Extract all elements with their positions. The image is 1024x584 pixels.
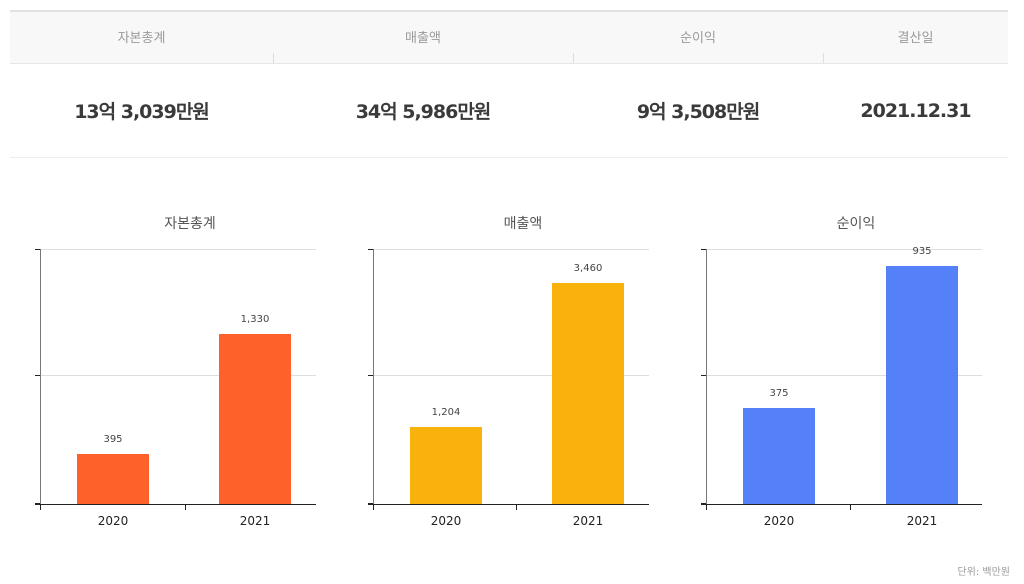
y-tick: [35, 249, 40, 250]
bar-2020[interactable]: [410, 427, 482, 504]
y-tick: [368, 503, 373, 504]
gridline-top: [40, 249, 316, 250]
bar-value-label: 1,204: [431, 407, 461, 418]
bar-value-label: 395: [103, 434, 123, 445]
y-axis: [706, 249, 707, 504]
y-axis: [40, 249, 41, 504]
x-tick: [373, 505, 374, 510]
value-capital: 13억 3,039만원: [74, 101, 210, 123]
chart-title: 순이익: [836, 216, 876, 232]
gridline-mid: [40, 375, 316, 376]
bar-2020[interactable]: [77, 454, 149, 504]
x-label-2020: 2020: [97, 514, 129, 528]
chart-title: 매출액: [503, 216, 543, 232]
y-tick: [701, 503, 706, 504]
bar-value-label: 375: [769, 388, 789, 399]
bar-2020[interactable]: [743, 408, 815, 504]
x-axis: [35, 504, 316, 505]
x-axis: [701, 504, 982, 505]
header-revenue: 매출액: [273, 12, 573, 63]
summary-header-row: 자본총계 매출액 순이익 결산일: [10, 12, 1008, 64]
y-axis: [373, 249, 374, 504]
header-net-income: 순이익: [573, 12, 823, 63]
chart-plot-area: 395 1,330 2020 2021: [35, 249, 316, 528]
y-tick: [368, 249, 373, 250]
capital-bar-chart: 자본총계 395 1,330 2020 2021: [35, 205, 340, 535]
y-tick: [701, 249, 706, 250]
gridline-top: [373, 249, 649, 250]
bar-value-label: 935: [912, 246, 932, 257]
bar-value-label: 1,330: [240, 314, 270, 325]
unit-label: 단위: 백만원: [957, 567, 1010, 578]
summary-value-row: 13억 3,039만원 34억 5,986만원 9억 3,508만원 2021.…: [10, 64, 1008, 158]
value-net-income: 9억 3,508만원: [636, 101, 760, 123]
x-tick: [706, 505, 707, 510]
x-label-2021: 2021: [572, 514, 604, 528]
chart-plot-area: 375 935 2020 2021: [701, 246, 982, 528]
bar-2021[interactable]: [219, 334, 291, 504]
x-tick: [516, 505, 517, 510]
x-label-2021: 2021: [906, 514, 938, 528]
financial-summary-table: 자본총계 매출액 순이익 결산일 13억 3,039만원 34억 5,986만원…: [10, 10, 1008, 158]
gridline-mid: [373, 375, 649, 376]
x-tick: [185, 505, 186, 510]
gridline-top: [706, 249, 982, 250]
header-settlement-date: 결산일: [823, 12, 1008, 63]
net-income-bar-chart: 순이익 375 935 2020 2021: [701, 205, 1006, 535]
x-label-2021: 2021: [239, 514, 271, 528]
bar-2021[interactable]: [886, 266, 958, 504]
x-label-2020: 2020: [763, 514, 795, 528]
revenue-bar-chart: 매출액 1,204 3,460 2020 2021: [368, 205, 673, 535]
chart-plot-area: 1,204 3,460 2020 2021: [368, 249, 649, 528]
x-tick: [40, 505, 41, 510]
gridline-mid: [706, 375, 982, 376]
header-capital: 자본총계: [117, 31, 166, 46]
bar-2021[interactable]: [552, 283, 624, 504]
x-tick: [850, 505, 851, 510]
y-tick: [368, 375, 373, 376]
value-revenue: 34억 5,986만원: [355, 101, 492, 123]
bar-value-label: 3,460: [573, 263, 603, 274]
chart-title: 자본총계: [164, 216, 216, 232]
y-tick: [701, 375, 706, 376]
x-label-2020: 2020: [430, 514, 462, 528]
x-axis: [368, 504, 649, 505]
y-tick: [35, 375, 40, 376]
value-settlement-date: 2021.12.31: [860, 99, 971, 122]
y-tick: [35, 503, 40, 504]
